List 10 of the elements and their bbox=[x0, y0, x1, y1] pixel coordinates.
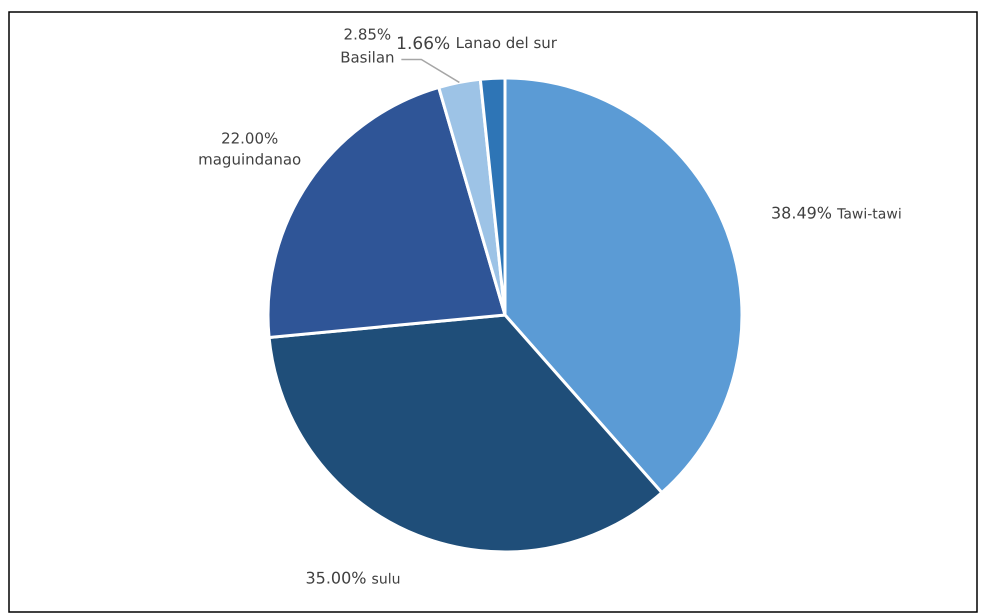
slice-label: Tawi-tawi bbox=[836, 206, 902, 222]
slice-label: Basilan bbox=[340, 48, 395, 67]
slice-label: Lanao del sur bbox=[456, 34, 558, 52]
data-label: 1.66% bbox=[396, 34, 456, 54]
slice-label: maguindanao bbox=[198, 150, 302, 168]
data-label: 35.00% bbox=[305, 568, 372, 588]
data-label: 38.49% bbox=[771, 204, 838, 223]
data-label: 2.85% bbox=[344, 25, 392, 44]
data-label: 22.00% bbox=[221, 129, 278, 148]
slice-label: sulu bbox=[372, 571, 400, 588]
